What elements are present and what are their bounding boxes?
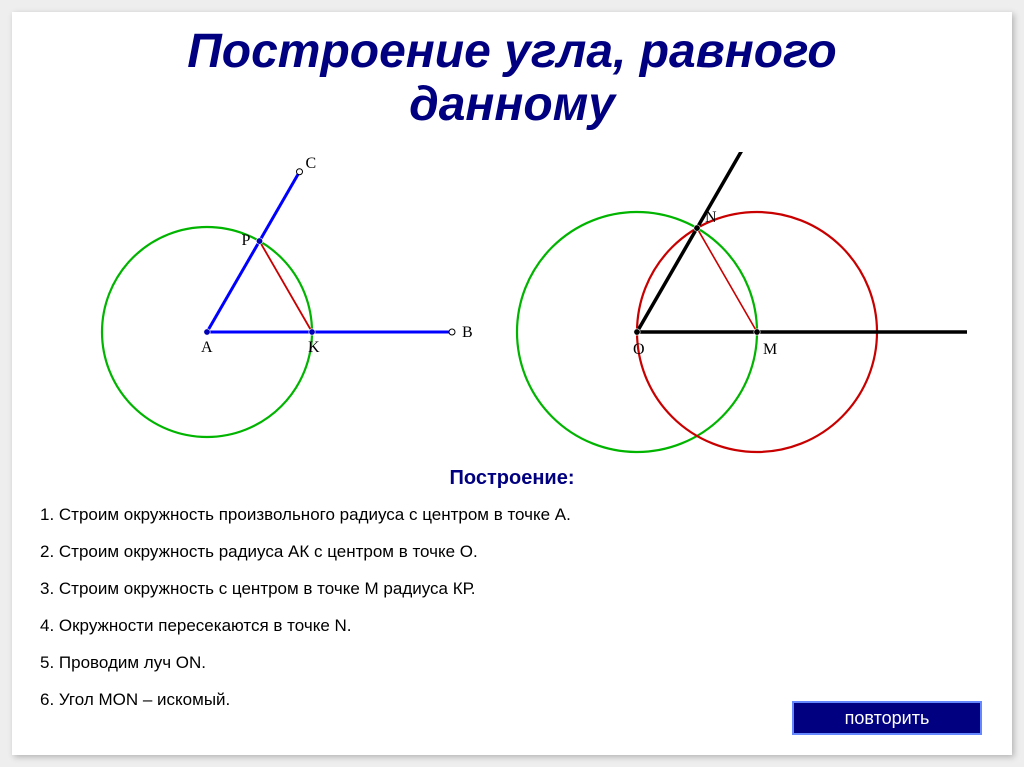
slide-title: Построение угла, равного данному [12, 12, 1012, 132]
step-2: 2. Строим окружность радиуса АК с центро… [40, 541, 984, 564]
step-5: 5. Проводим луч ON. [40, 652, 984, 675]
construction-heading: Построение: [12, 467, 1012, 490]
steps-list: 1. Строим окружность произвольного радиу… [40, 504, 984, 726]
svg-text:P: P [242, 232, 251, 249]
svg-text:M: M [763, 341, 777, 358]
title-line-1: Построение угла, равного [187, 25, 837, 78]
svg-text:A: A [201, 339, 213, 356]
geometry-diagram: A K P B C O M N [12, 152, 1012, 472]
step-3: 3. Строим окружность с центром в точке М… [40, 578, 984, 601]
diagram-area: A K P B C O M N [12, 152, 1012, 472]
repeat-button-label: повторить [845, 708, 930, 728]
svg-text:B: B [462, 324, 473, 341]
slide: Построение угла, равного данному A K P B C O M… [12, 12, 1012, 755]
svg-text:K: K [308, 339, 320, 356]
step-1: 1. Строим окружность произвольного радиу… [40, 504, 984, 527]
svg-text:C: C [306, 155, 317, 172]
svg-text:N: N [705, 209, 717, 226]
title-line-2: данному [409, 78, 615, 131]
step-4: 4. Окружности пересекаются в точке N. [40, 615, 984, 638]
svg-text:O: O [633, 341, 645, 358]
repeat-button[interactable]: повторить [792, 701, 982, 735]
